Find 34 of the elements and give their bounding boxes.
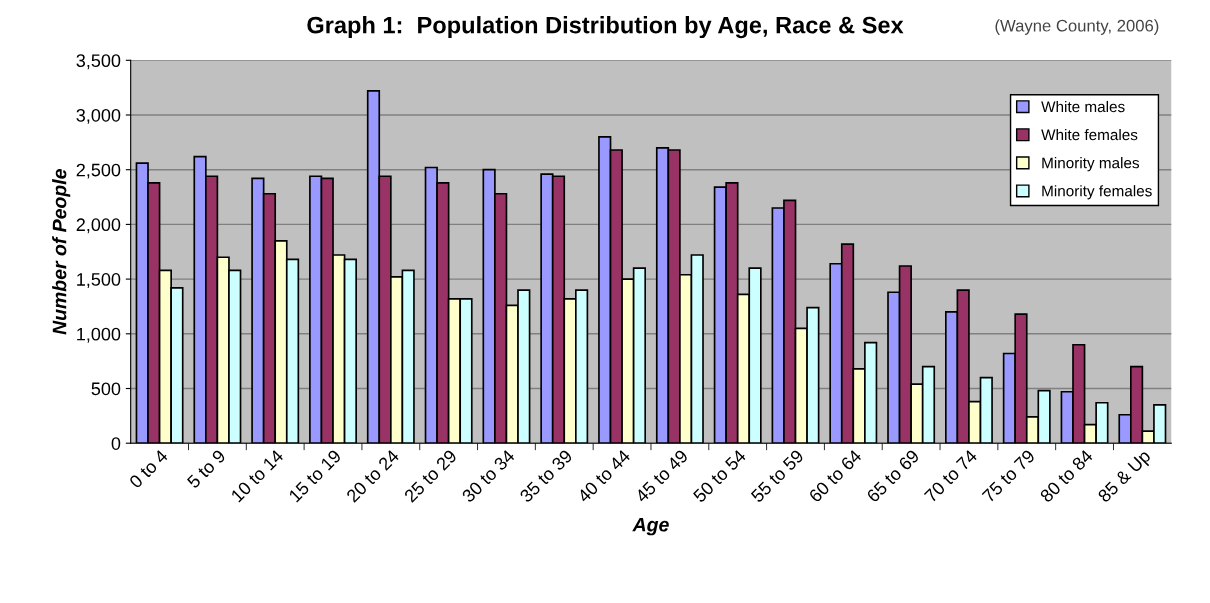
x-tick-label: 50 to 54 — [692, 448, 747, 504]
x-tick-label: 30 to 34 — [461, 448, 516, 504]
x-tick-label: 35 to 39 — [518, 449, 574, 504]
legend-label: White females — [1041, 129, 1138, 141]
x-tick-label: 65 to 69 — [865, 449, 920, 503]
x-tick-label: 5 to 9 — [186, 449, 227, 489]
x-tick-label: 75 to 79 — [981, 449, 1036, 503]
legend-label: Minority males — [1042, 157, 1140, 172]
chart-subtitle: (Wayne County, 2006) — [995, 19, 1159, 35]
y-tick-label: 3,000 — [76, 108, 121, 124]
y-tick-label: 3,500 — [76, 54, 121, 70]
x-tick-label: 80 to 84 — [1039, 448, 1094, 504]
x-tick-label: 85 & Up — [1097, 448, 1154, 506]
y-axis-title: Number of People — [52, 169, 71, 335]
x-tick-label: 10 to 14 — [230, 448, 285, 503]
x-tick-label: 45 to 49 — [634, 449, 689, 504]
x-axis-title: Age — [632, 517, 669, 536]
x-tick-label: 25 to 29 — [403, 449, 458, 503]
y-tick-label: 1,000 — [77, 327, 121, 343]
y-tick-label: 1,500 — [77, 273, 121, 288]
legend-label: Minority females — [1042, 185, 1152, 200]
x-tick-label: 20 to 24 — [345, 448, 400, 503]
y-tick-label: 0 — [111, 437, 121, 450]
x-tick-label: 40 to 44 — [576, 448, 632, 504]
x-tick-label: 60 to 64 — [808, 448, 863, 503]
y-tick-label: 500 — [91, 382, 121, 396]
legend-label: White males — [1041, 100, 1125, 113]
x-tick-label: 55 to 59 — [750, 449, 805, 504]
x-tick-label: 15 to 19 — [288, 449, 342, 503]
y-tick-label: 2,500 — [76, 163, 121, 179]
x-tick-label: 0 to 4 — [128, 448, 169, 489]
chart-title: Graph 1: Population Distribution by Age, Race & Sex — [307, 16, 904, 39]
y-tick-label: 2,000 — [76, 218, 121, 234]
x-tick-label: 70 to 74 — [923, 448, 978, 503]
